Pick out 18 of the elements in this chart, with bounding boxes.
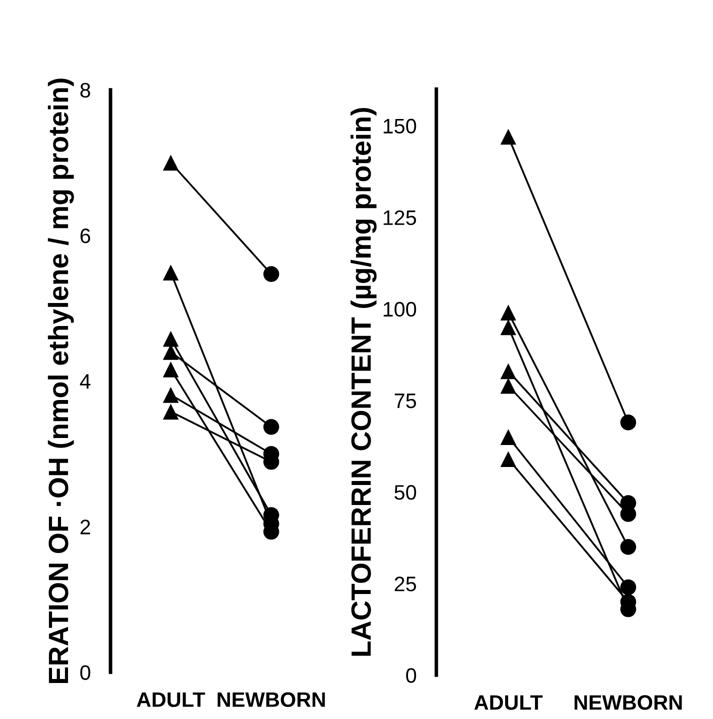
y-tick-label: 2: [80, 520, 90, 534]
y-tick-label: 4: [80, 374, 90, 389]
x-tick-label: NEWBORN: [218, 692, 325, 708]
y-axis-title: LACTOFERRIN CONTENT (µg/mg protein): [350, 108, 377, 656]
y-tick-label: 8: [80, 82, 90, 98]
y-tick-label: 125: [384, 210, 416, 226]
y-axis-title: ERATION OF ·OH (nmol ethylene / mg protein): [48, 78, 74, 683]
y-tick-label: 0: [80, 665, 90, 680]
x-tick-label: NEWBORN: [574, 695, 682, 710]
x-tick-label: ADULT: [136, 692, 206, 708]
x-tick-label: ADULT: [474, 695, 543, 710]
y-tick-label: 150: [384, 118, 416, 134]
y-tick-label: 75: [394, 394, 416, 408]
y-tick-label: 100: [384, 302, 416, 317]
y-tick-label: 25: [394, 576, 416, 592]
y-tick-label: 0: [406, 668, 416, 683]
y-tick-label: 50: [394, 485, 416, 500]
y-tick-label: 6: [80, 228, 90, 244]
